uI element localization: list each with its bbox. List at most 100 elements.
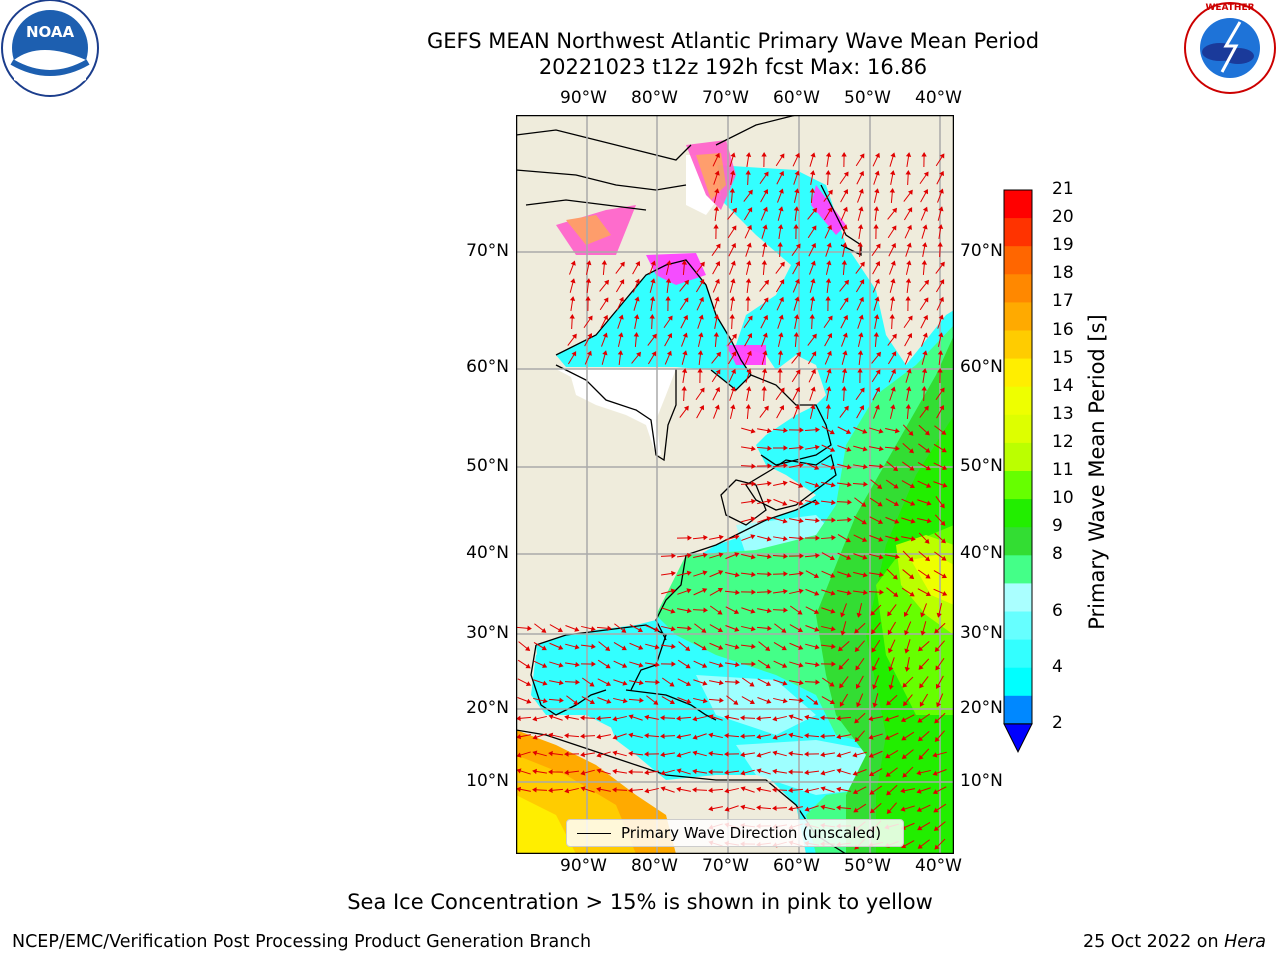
wave-arrow-head bbox=[730, 386, 736, 392]
wave-arrow-head bbox=[798, 462, 804, 468]
wave-arrow-head bbox=[580, 715, 585, 721]
wave-arrow-head bbox=[900, 806, 906, 812]
wave-arrow-head bbox=[772, 768, 777, 775]
wave-arrow-head bbox=[872, 702, 878, 708]
wave-arrow-head bbox=[724, 788, 730, 794]
wave-arrow-head bbox=[782, 500, 788, 506]
wave-arrow-head bbox=[715, 369, 721, 375]
wave-arrow-head bbox=[811, 368, 816, 374]
wave-arrow-head bbox=[827, 315, 833, 321]
wave-arrow-head bbox=[654, 644, 660, 650]
wave-arrow-head bbox=[842, 242, 848, 248]
wave-arrow-head bbox=[870, 629, 876, 635]
wave-arrow-head bbox=[909, 483, 915, 489]
wave-arrow-head bbox=[669, 699, 675, 705]
wave-arrow-head bbox=[733, 609, 740, 614]
wave-arrow-head bbox=[827, 224, 832, 230]
wave-arrow-head bbox=[862, 572, 868, 578]
wave-arrow-head bbox=[660, 786, 666, 792]
wave-arrow-head bbox=[890, 386, 896, 392]
wave-arrow-head bbox=[910, 518, 916, 524]
wave-arrow-head bbox=[732, 207, 738, 213]
wave-arrow-head bbox=[820, 770, 826, 776]
wave-arrow-head bbox=[926, 500, 932, 506]
wave-arrow-head bbox=[795, 261, 801, 267]
wave-arrow-head bbox=[569, 314, 575, 319]
wave-arrow-head bbox=[862, 446, 868, 452]
wave-arrow-head bbox=[731, 225, 737, 231]
colorbar-band bbox=[1004, 527, 1032, 556]
wave-arrow-head bbox=[761, 152, 767, 157]
wave-arrow-head bbox=[887, 629, 893, 635]
wave-arrow-head bbox=[564, 733, 569, 739]
wave-arrow-head bbox=[731, 351, 737, 357]
colorbar-band bbox=[1004, 639, 1032, 669]
wave-arrow-head bbox=[701, 627, 707, 633]
wave-arrow-head bbox=[926, 518, 932, 524]
wave-arrow-head bbox=[932, 752, 938, 758]
wave-arrow-head bbox=[798, 588, 804, 594]
wave-arrow-head bbox=[713, 206, 720, 211]
lat-label-left: 70°N bbox=[466, 241, 509, 261]
wave-arrow-head bbox=[729, 296, 736, 301]
wave-arrow-head bbox=[602, 332, 608, 338]
wave-arrow-head bbox=[767, 625, 772, 631]
wave-arrow-head bbox=[778, 314, 784, 320]
wave-arrow-head bbox=[589, 699, 595, 705]
wave-arrow-head bbox=[811, 333, 817, 339]
wave-arrow-head bbox=[839, 701, 845, 707]
wave-arrow-head bbox=[571, 333, 577, 339]
wave-arrow-head bbox=[874, 170, 880, 176]
wave-arrow-head bbox=[730, 260, 736, 266]
wave-arrow-head bbox=[830, 590, 836, 596]
wave-arrow-head bbox=[804, 806, 810, 812]
wave-arrow-head bbox=[718, 662, 724, 668]
wave-arrow-head bbox=[906, 368, 912, 374]
wave-arrow-head bbox=[747, 207, 753, 213]
wave-arrow-head bbox=[814, 626, 820, 632]
wave-arrow-head bbox=[829, 699, 835, 705]
wave-arrow-head bbox=[763, 189, 769, 195]
wave-arrow-head bbox=[941, 430, 947, 435]
wave-arrow-head bbox=[795, 243, 801, 249]
wave-arrow-head bbox=[894, 518, 900, 524]
wave-arrow-head bbox=[532, 768, 537, 775]
wave-arrow-head bbox=[843, 314, 848, 321]
wave-arrow-head bbox=[761, 260, 767, 265]
wave-arrow-head bbox=[516, 768, 522, 774]
wave-arrow-head bbox=[893, 501, 900, 507]
wave-arrow-head bbox=[660, 751, 665, 758]
wave-arrow-head bbox=[815, 517, 820, 524]
wave-arrow-head bbox=[900, 717, 907, 722]
wave-arrow-head bbox=[836, 715, 841, 721]
wave-arrow-head bbox=[772, 716, 778, 722]
wave-arrow-head bbox=[772, 787, 777, 793]
wave-arrow-head bbox=[875, 261, 881, 267]
wave-arrow-head bbox=[921, 386, 927, 391]
wave-arrow-head bbox=[839, 683, 845, 689]
wave-arrow-head bbox=[815, 661, 820, 668]
wave-arrow-head bbox=[892, 207, 898, 213]
wave-arrow-head bbox=[886, 808, 892, 815]
wave-arrow-head bbox=[879, 463, 884, 469]
colorbar-band bbox=[1004, 611, 1032, 641]
colorbar-band bbox=[1004, 667, 1032, 697]
wave-arrow-head bbox=[920, 612, 926, 618]
wave-arrow-head bbox=[532, 716, 538, 722]
wave-arrow-head bbox=[708, 714, 714, 720]
wave-arrow-head bbox=[838, 664, 844, 670]
colorbar bbox=[1003, 189, 1033, 754]
wave-arrow-head bbox=[762, 350, 768, 356]
wave-arrow-head bbox=[684, 279, 690, 285]
colorbar-band bbox=[1004, 386, 1032, 416]
wave-arrow-head bbox=[925, 573, 931, 579]
lat-label-right: 20°N bbox=[960, 698, 1003, 718]
wave-arrow-head bbox=[925, 447, 931, 453]
wave-arrow-head bbox=[628, 714, 634, 720]
wave-arrow-head bbox=[782, 663, 788, 668]
wave-arrow-head bbox=[794, 188, 800, 194]
footer-host: Hera bbox=[1224, 932, 1266, 952]
wave-arrow-head bbox=[735, 679, 740, 685]
wave-arrow-head bbox=[861, 519, 867, 525]
wave-arrow-head bbox=[782, 518, 788, 524]
